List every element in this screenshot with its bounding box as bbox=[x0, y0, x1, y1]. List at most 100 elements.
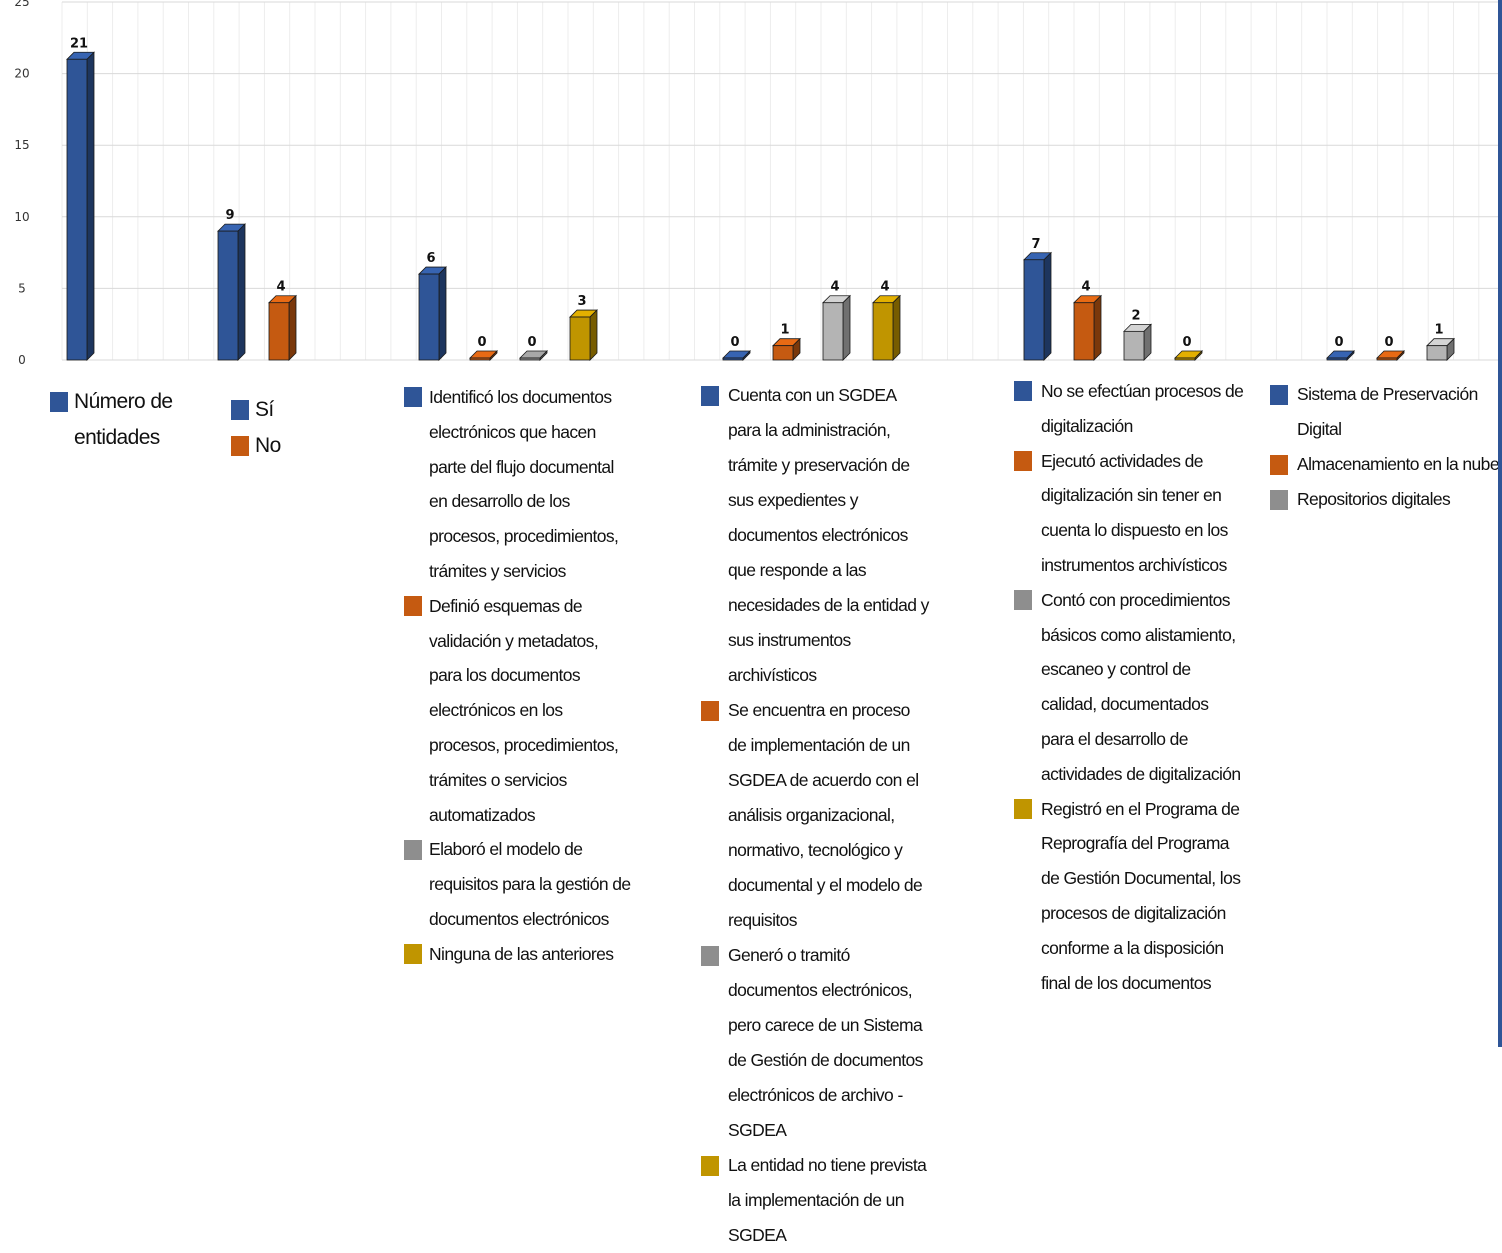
y-tick-label: 5 bbox=[18, 281, 26, 295]
legend-swatch bbox=[404, 839, 422, 860]
legend-label: Generó o tramitó documentos electrónicos… bbox=[728, 945, 923, 1140]
legend-label: Número de entidades bbox=[74, 390, 173, 449]
legend-swatch bbox=[701, 1155, 719, 1176]
bar bbox=[569, 316, 591, 361]
bar bbox=[1073, 302, 1095, 361]
y-tick-label: 25 bbox=[14, 0, 29, 9]
bar bbox=[1174, 357, 1196, 361]
legend-swatch bbox=[1014, 381, 1032, 402]
bar bbox=[772, 345, 794, 361]
bar-side bbox=[1043, 251, 1052, 361]
legend-group: No se efectúan procesos de digitalizació… bbox=[1014, 374, 1244, 1000]
legend-label: No se efectúan procesos de digitalizació… bbox=[1041, 381, 1244, 436]
legend-item: Registró en el Programa de Reprografía d… bbox=[1014, 792, 1244, 1001]
data-label: 0 bbox=[1334, 335, 1343, 350]
data-label: 0 bbox=[527, 335, 536, 350]
legend-label: Almacenamiento en la nube bbox=[1297, 454, 1500, 474]
data-label: 4 bbox=[1081, 280, 1090, 295]
legend-item: Generó o tramitó documentos electrónicos… bbox=[701, 938, 931, 1148]
bar-side bbox=[86, 51, 95, 361]
legend-item: Contó con procedimientos básicos como al… bbox=[1014, 583, 1244, 792]
legend-swatch bbox=[404, 596, 422, 617]
legend-item: Sistema de Preservación Digital bbox=[1270, 377, 1502, 447]
legend-label: La entidad no tiene prevista la implemen… bbox=[728, 1155, 927, 1245]
legend-swatch bbox=[701, 700, 719, 721]
legend-group: Sistema de Preservación Digital Almacenam… bbox=[1270, 377, 1502, 517]
legend-item: Almacenamiento en la nube bbox=[1270, 447, 1502, 482]
legend-item: Identificó los documentos electrónicos q… bbox=[404, 380, 634, 589]
legend-group: Número de entidades bbox=[50, 384, 180, 456]
bar-side bbox=[438, 266, 447, 361]
data-label: 0 bbox=[1182, 335, 1191, 350]
bar-side bbox=[1093, 294, 1102, 361]
y-tick-label: 10 bbox=[14, 210, 29, 224]
legend-item: Ninguna de las anteriores bbox=[404, 937, 634, 972]
y-tick-label: 20 bbox=[14, 67, 29, 81]
bar bbox=[268, 302, 290, 361]
legend-swatch bbox=[231, 436, 249, 456]
legend-group: Cuenta con un SGDEA para la administraci… bbox=[701, 378, 931, 1253]
legend-label: Cuenta con un SGDEA para la administraci… bbox=[728, 385, 929, 685]
data-label: 21 bbox=[70, 36, 88, 51]
legend-swatch bbox=[1270, 489, 1288, 510]
data-label: 2 bbox=[1131, 308, 1140, 323]
bar bbox=[217, 230, 239, 361]
bar bbox=[722, 357, 744, 361]
data-label: 7 bbox=[1031, 237, 1040, 252]
legend-item: No bbox=[231, 428, 311, 464]
legend-swatch bbox=[701, 945, 719, 966]
legend-item: Cuenta con un SGDEA para la administraci… bbox=[701, 378, 931, 693]
data-label: 1 bbox=[780, 323, 789, 338]
data-label: 0 bbox=[730, 335, 739, 350]
legend-swatch bbox=[404, 944, 422, 965]
legend-label: Sí bbox=[255, 398, 274, 421]
legend-swatch bbox=[1270, 454, 1288, 475]
bar-side bbox=[892, 294, 901, 361]
bar bbox=[66, 58, 88, 361]
data-label: 9 bbox=[225, 208, 234, 223]
legend-swatch bbox=[701, 385, 719, 406]
data-label: 0 bbox=[477, 335, 486, 350]
legend-label: Ninguna de las anteriores bbox=[429, 943, 614, 964]
legend-label: Elaboró el modelo de requisitos para la … bbox=[429, 839, 631, 929]
legend-group: Sí No bbox=[231, 392, 311, 464]
bar-side bbox=[288, 294, 297, 361]
legend-label: Se encuentra en proceso de implementació… bbox=[728, 700, 923, 930]
data-label: 4 bbox=[880, 280, 889, 295]
bar bbox=[1023, 259, 1045, 361]
bar bbox=[1376, 357, 1398, 361]
bar bbox=[469, 357, 491, 361]
data-label: 1 bbox=[1434, 323, 1443, 338]
legend-label: Ejecutó actividades de digitalización si… bbox=[1041, 450, 1228, 575]
legend-label: Registró en el Programa de Reprografía d… bbox=[1041, 798, 1241, 993]
legend-label: Sistema de Preservación Digital bbox=[1297, 384, 1478, 439]
bar-side bbox=[237, 223, 246, 361]
bar bbox=[519, 357, 541, 361]
bar-side bbox=[589, 309, 598, 361]
legend-item: Se encuentra en proceso de implementació… bbox=[701, 693, 931, 938]
legend-swatch bbox=[1014, 590, 1032, 611]
legend-swatch bbox=[231, 400, 249, 420]
legend-label: Definió esquemas de validación y metadat… bbox=[429, 595, 619, 825]
data-label: 0 bbox=[1384, 335, 1393, 350]
legend-item: No se efectúan procesos de digitalizació… bbox=[1014, 374, 1244, 444]
legend-swatch bbox=[1014, 798, 1032, 819]
y-tick-label: 0 bbox=[18, 353, 26, 367]
legend-item: Repositorios digitales bbox=[1270, 482, 1502, 517]
legend-swatch bbox=[50, 392, 68, 412]
data-label: 4 bbox=[276, 280, 285, 295]
legend-label: No bbox=[255, 434, 281, 457]
data-label: 6 bbox=[426, 251, 435, 266]
legend-swatch bbox=[1014, 450, 1032, 471]
bar bbox=[1326, 357, 1348, 361]
legend-label: Contó con procedimientos básicos como al… bbox=[1041, 589, 1241, 784]
bar bbox=[822, 302, 844, 361]
legend-item: Ejecutó actividades de digitalización si… bbox=[1014, 444, 1244, 583]
bar bbox=[418, 273, 440, 361]
bar bbox=[1123, 330, 1145, 361]
legend-item: Sí bbox=[231, 392, 311, 428]
legend-group: Identificó los documentos electrónicos q… bbox=[404, 380, 634, 972]
legend-item: Definió esquemas de validación y metadat… bbox=[404, 589, 634, 833]
legend-item: Elaboró el modelo de requisitos para la … bbox=[404, 832, 634, 936]
